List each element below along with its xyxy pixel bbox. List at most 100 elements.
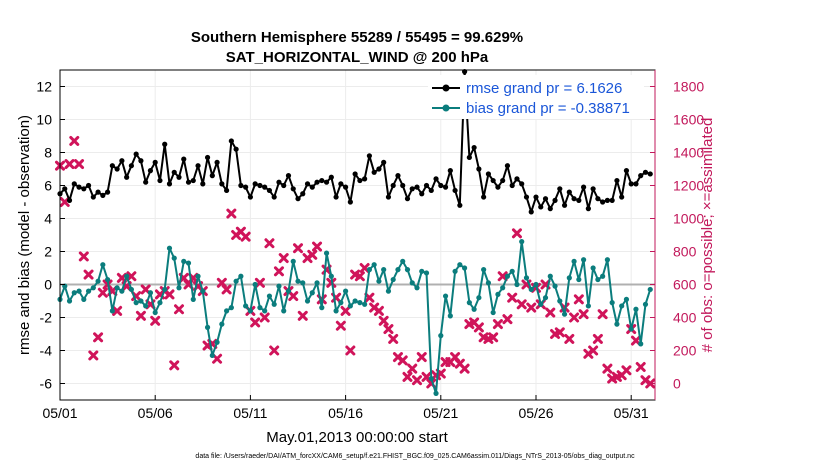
rmse-point (542, 196, 549, 202)
rmse-point (614, 177, 620, 184)
bias-point (552, 283, 558, 289)
bias-point (585, 303, 591, 309)
rmse-point (404, 196, 411, 202)
bias-point (547, 273, 553, 279)
bias-point (195, 273, 201, 279)
plot-area (60, 70, 655, 400)
x-tick-label: 05/21 (423, 405, 458, 421)
rmse-point (538, 204, 544, 210)
assimilated-marker (345, 345, 356, 356)
rmse-point (166, 181, 173, 187)
rmse-point (390, 182, 396, 189)
rmse-point (576, 197, 582, 203)
assimilated-marker (511, 228, 522, 239)
rmse-point (581, 184, 587, 190)
bias-point (500, 285, 506, 291)
bias-point (119, 288, 125, 294)
assimilated-marker (554, 327, 565, 338)
bias-point (571, 258, 577, 264)
rmse-point (233, 146, 239, 152)
assimilated-marker (507, 292, 518, 303)
rmse-point (276, 179, 282, 185)
assimilated-marker (259, 312, 270, 323)
legend-bias-label: bias grand pr = -0.38871 (466, 100, 630, 117)
assimilated-marker (488, 332, 499, 343)
rmse-point (552, 197, 558, 203)
bias-point (590, 265, 596, 271)
bias-point (462, 265, 468, 271)
bias-point (109, 308, 115, 314)
rmse-point (485, 171, 491, 177)
bias-point (519, 239, 525, 245)
bias-point (190, 296, 196, 302)
assimilated-marker (340, 305, 351, 316)
assimilated-marker (312, 241, 323, 252)
bias-point (362, 301, 368, 307)
bias-point (90, 285, 96, 291)
rmse-point (500, 177, 506, 184)
assimilated-marker (502, 314, 513, 325)
bias-point (538, 301, 544, 307)
bias-point (133, 300, 139, 306)
y-tick-label: 4 (44, 211, 52, 227)
rmse-point (504, 163, 511, 169)
bias-point (281, 308, 287, 314)
bias-point (71, 290, 77, 296)
rmse-point (571, 196, 577, 202)
rmse-point (195, 163, 201, 169)
rmse-point (628, 181, 634, 187)
assimilated-marker (459, 363, 470, 374)
bias-point (390, 276, 396, 283)
bias-point (176, 285, 182, 291)
rmse-point (228, 138, 234, 144)
assimilated-marker (164, 289, 175, 300)
bias-point (542, 295, 549, 301)
assimilated-marker (402, 371, 413, 382)
bias-point (219, 321, 225, 327)
bias-point (609, 300, 615, 306)
bias-point (114, 285, 120, 291)
bias-point (490, 309, 496, 316)
bias-point (576, 276, 582, 283)
rmse-point (171, 169, 177, 175)
assimilated-marker (69, 135, 80, 146)
assimilated-marker (288, 291, 299, 302)
rmse-point (247, 194, 253, 200)
rmse-point (209, 173, 215, 179)
rmse-series (57, 69, 653, 215)
bias-point (471, 306, 477, 312)
rmse-point (319, 177, 325, 184)
bias-point (243, 303, 249, 309)
rmse-point (76, 184, 82, 190)
bias-point (333, 308, 339, 314)
rmse-point (642, 169, 649, 175)
rmse-point (600, 199, 606, 205)
bias-point (633, 306, 639, 312)
rmse-point (66, 197, 73, 203)
bias-point (338, 300, 344, 306)
assimilated-marker (174, 304, 184, 315)
bias-point (185, 260, 192, 266)
bias-point (138, 298, 144, 304)
assimilated-marker (354, 271, 365, 282)
rmse-point (81, 186, 87, 192)
bias-point (514, 281, 520, 288)
rmse-point (338, 181, 344, 187)
assimilated-marker (545, 307, 556, 318)
bias-point (428, 375, 434, 382)
rmse-point (595, 196, 601, 202)
bias-point (162, 286, 168, 293)
assimilated-marker (112, 305, 123, 316)
rmse-point (114, 166, 120, 172)
rmse-point (128, 163, 134, 169)
rmse-point (561, 202, 568, 208)
assimilated-marker (516, 299, 527, 310)
rmse-point (609, 197, 615, 203)
x-tick-label: 05/11 (233, 405, 267, 421)
y-axis-label-right: # of obs: o=possible; ×=assimilated (699, 118, 716, 353)
rmse-point (162, 141, 168, 147)
bias-point (224, 308, 230, 314)
rmse-point (438, 182, 444, 189)
assimilated-marker (307, 249, 318, 260)
rmse-point (509, 182, 515, 189)
